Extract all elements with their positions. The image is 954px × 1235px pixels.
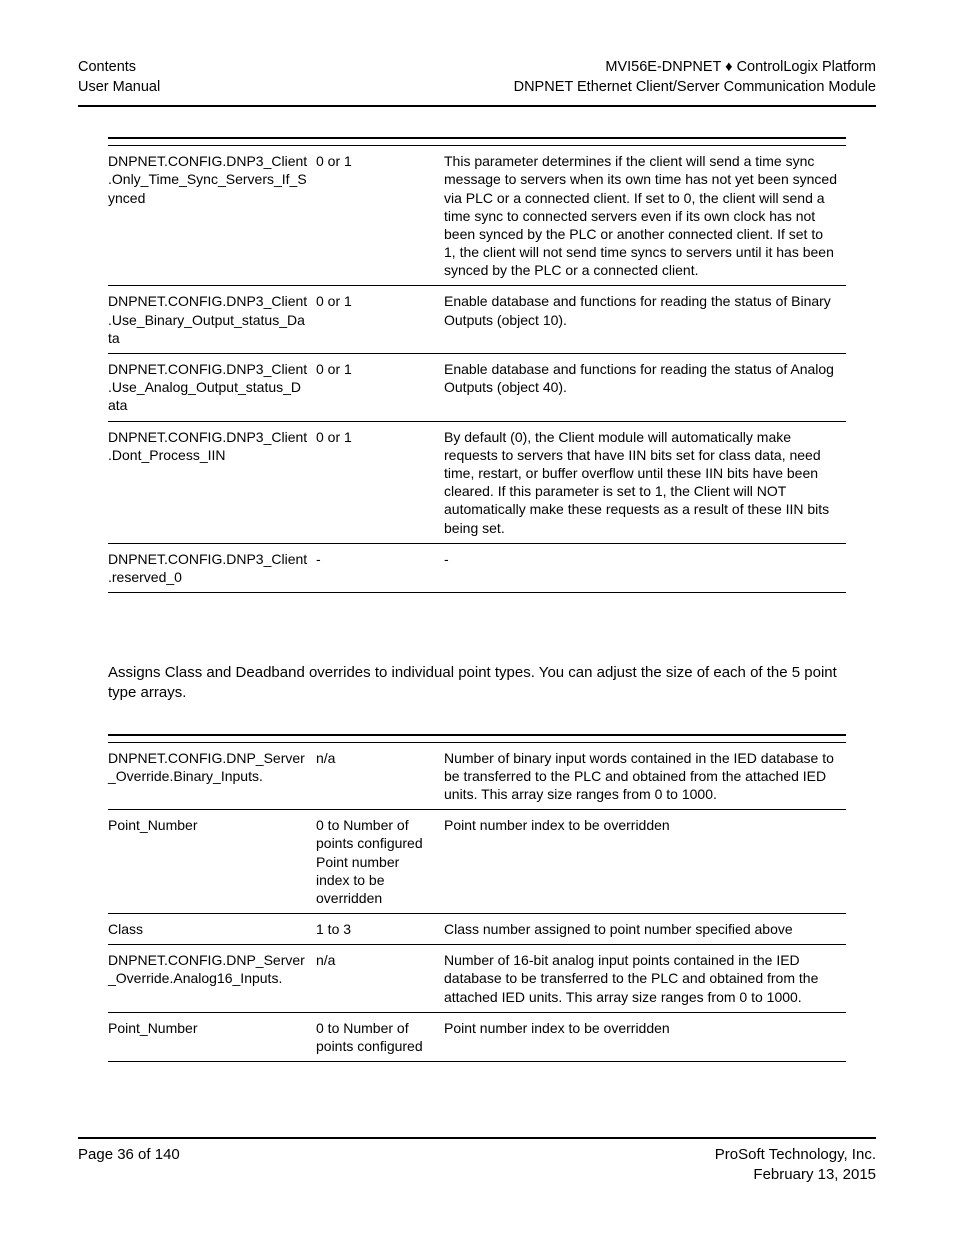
table-row: DNPNET.CONFIG.DNP3_Client.Use_Binary_Out… — [108, 286, 846, 354]
param-desc: Point number index to be overridden — [444, 1012, 846, 1061]
table-row: Point_Number 0 to Number of points confi… — [108, 810, 846, 914]
table-row: DNPNET.CONFIG.DNP3_Client.Use_Analog_Out… — [108, 354, 846, 422]
param-desc: Enable database and functions for readin… — [444, 286, 846, 354]
table-row: DNPNET.CONFIG.DNP3_Client.Dont_Process_I… — [108, 421, 846, 543]
param-range: n/a — [316, 945, 444, 1013]
param-name: Point_Number — [108, 1012, 316, 1061]
header-left: Contents User Manual — [78, 58, 160, 97]
param-desc: - — [444, 543, 846, 592]
param-range: 0 to Number of points configured — [316, 1012, 444, 1061]
param-range: 0 or 1 — [316, 354, 444, 422]
param-desc: Class number assigned to point number sp… — [444, 914, 846, 945]
page-footer: Page 36 of 140 ProSoft Technology, Inc. … — [78, 1137, 876, 1186]
param-name: DNPNET.CONFIG.DNP3_Client.Only_Time_Sync… — [108, 146, 316, 286]
param-range: 0 or 1 — [316, 286, 444, 354]
header-right: MVI56E-DNPNET ♦ ControlLogix Platform DN… — [514, 58, 876, 97]
table-row: DNPNET.CONFIG.DNP_Server_Override.Analog… — [108, 945, 846, 1013]
param-name: DNPNET.CONFIG.DNP3_Client.Use_Binary_Out… — [108, 286, 316, 354]
header-left-line1: Contents — [78, 58, 160, 78]
table-row: DNPNET.CONFIG.DNP3_Client.reserved_0 - - — [108, 543, 846, 592]
param-range: - — [316, 543, 444, 592]
param-desc: Number of 16-bit analog input points con… — [444, 945, 846, 1013]
param-range: 1 to 3 — [316, 914, 444, 945]
param-name: Point_Number — [108, 810, 316, 914]
param-range: 0 or 1 — [316, 146, 444, 286]
table-row: DNPNET.CONFIG.DNP3_Client.Only_Time_Sync… — [108, 146, 846, 286]
param-name: DNPNET.CONFIG.DNP3_Client.Dont_Process_I… — [108, 421, 316, 543]
footer-company: ProSoft Technology, Inc. — [715, 1145, 876, 1165]
param-name: DNPNET.CONFIG.DNP3_Client.reserved_0 — [108, 543, 316, 592]
param-desc: By default (0), the Client module will a… — [444, 421, 846, 543]
footer-right: ProSoft Technology, Inc. February 13, 20… — [715, 1145, 876, 1186]
parameter-table-2: DNPNET.CONFIG.DNP_Server_Override.Binary… — [108, 734, 846, 1063]
param-range: n/a — [316, 742, 444, 810]
footer-date: February 13, 2015 — [715, 1165, 876, 1185]
param-desc: Point number index to be overridden — [444, 810, 846, 914]
parameter-table-1: DNPNET.CONFIG.DNP3_Client.Only_Time_Sync… — [108, 137, 846, 593]
param-name: DNPNET.CONFIG.DNP_Server_Override.Analog… — [108, 945, 316, 1013]
page: Contents User Manual MVI56E-DNPNET ♦ Con… — [0, 0, 954, 1235]
header-right-line1: MVI56E-DNPNET ♦ ControlLogix Platform — [514, 58, 876, 78]
page-header: Contents User Manual MVI56E-DNPNET ♦ Con… — [78, 58, 876, 107]
header-right-line2: DNPNET Ethernet Client/Server Communicat… — [514, 78, 876, 98]
content-area: DNPNET.CONFIG.DNP3_Client.Only_Time_Sync… — [78, 107, 876, 1062]
param-range: 0 or 1 — [316, 421, 444, 543]
param-name: Class — [108, 914, 316, 945]
param-desc: Number of binary input words contained i… — [444, 742, 846, 810]
param-name: DNPNET.CONFIG.DNP_Server_Override.Binary… — [108, 742, 316, 810]
table-row: DNPNET.CONFIG.DNP_Server_Override.Binary… — [108, 742, 846, 810]
section-intro-text: Assigns Class and Deadband overrides to … — [108, 663, 846, 704]
footer-page-number: Page 36 of 140 — [78, 1145, 180, 1186]
table-row: Class 1 to 3 Class number assigned to po… — [108, 914, 846, 945]
header-left-line2: User Manual — [78, 78, 160, 98]
param-desc: This parameter determines if the client … — [444, 146, 846, 286]
table-row: Point_Number 0 to Number of points confi… — [108, 1012, 846, 1061]
param-desc: Enable database and functions for readin… — [444, 354, 846, 422]
param-range: 0 to Number of points configured Point n… — [316, 810, 444, 914]
param-name: DNPNET.CONFIG.DNP3_Client.Use_Analog_Out… — [108, 354, 316, 422]
